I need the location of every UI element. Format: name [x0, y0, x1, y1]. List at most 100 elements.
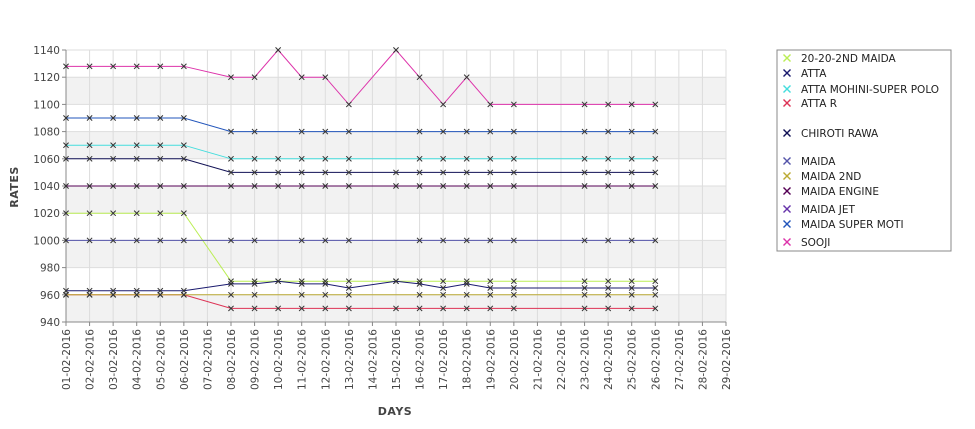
legend-box	[776, 49, 952, 252]
y-tick-label: 1060	[33, 154, 60, 166]
data-point-marker	[487, 278, 494, 285]
y-tick-label: 1000	[33, 235, 60, 247]
data-point-marker	[510, 285, 517, 291]
x-tick-label: 17-02-2016	[438, 329, 450, 390]
data-point-marker	[251, 128, 258, 135]
data-point-marker	[652, 285, 659, 291]
legend-label: MAIDA ENGINE	[801, 186, 879, 198]
legend-entry: MAIDA SUPER MOTI	[783, 219, 904, 231]
x-tick-label: 14-02-2016	[367, 329, 379, 390]
data-point-marker	[110, 291, 117, 298]
data-point-marker	[628, 169, 635, 176]
data-point-marker	[510, 169, 517, 176]
data-point-marker	[510, 101, 517, 108]
data-point-marker	[463, 280, 470, 287]
data-point-marker	[345, 128, 352, 135]
data-point-marker	[487, 237, 494, 244]
data-point-marker	[440, 305, 447, 312]
data-point-marker	[251, 237, 258, 244]
x-tick-label: 06-02-2016	[179, 329, 191, 390]
legend-entry: MAIDA JET	[783, 204, 855, 216]
data-point-marker	[322, 280, 329, 287]
x-tick-label: 25-02-2016	[627, 329, 639, 390]
data-point-marker	[416, 155, 423, 162]
x-tick-label: 18-02-2016	[462, 329, 474, 390]
data-point-marker	[628, 305, 635, 312]
series-line	[66, 280, 656, 292]
data-point-marker	[322, 169, 329, 176]
data-point-marker	[416, 183, 423, 189]
data-point-marker	[581, 285, 588, 291]
data-point-marker	[487, 305, 494, 312]
data-point-marker	[605, 305, 612, 312]
data-point-marker	[133, 291, 140, 298]
series-line	[66, 49, 656, 106]
data-point-marker	[463, 169, 470, 176]
data-point-marker	[416, 305, 423, 312]
data-point-marker	[463, 305, 470, 312]
legend: 20-20-2ND MAIDA ATTA ATTA MOHINI-SUPER POL…	[776, 49, 952, 252]
data-point-marker	[440, 278, 447, 285]
data-point-marker	[487, 101, 494, 108]
data-point-marker	[605, 291, 612, 298]
data-point-marker	[628, 278, 635, 285]
x-tick-label: 07-02-2016	[202, 329, 214, 390]
data-point-marker	[510, 278, 517, 285]
data-point-marker	[133, 183, 140, 189]
legend-label: MAIDA JET	[801, 204, 855, 216]
data-point-marker	[251, 155, 258, 162]
data-point-marker	[322, 74, 329, 81]
data-point-marker	[463, 183, 470, 189]
data-point-marker	[487, 155, 494, 162]
x-axis-ticks: 01-02-2016 02-02-2016 03-02-2016 04-02-2016…	[61, 322, 733, 390]
data-point-marker	[180, 210, 187, 217]
legend-label: 20-20-2ND MAIDA	[801, 53, 896, 65]
x-tick-label: 20-02-2016	[509, 329, 521, 390]
x-tick-label: 12-02-2016	[320, 329, 332, 390]
data-point-marker	[298, 291, 305, 298]
legend-label: CHIROTI RAWA	[801, 128, 879, 140]
data-point-marker	[628, 291, 635, 298]
data-point-marker	[605, 128, 612, 135]
x-tick-label: 16-02-2016	[415, 329, 427, 390]
legend-marker	[783, 129, 791, 137]
data-point-marker	[251, 169, 258, 176]
data-point-marker	[416, 169, 423, 176]
data-point-marker	[251, 280, 258, 287]
x-tick-label: 26-02-2016	[650, 329, 662, 390]
y-tick-label: 1120	[33, 72, 60, 84]
legend-marker	[783, 99, 791, 107]
data-point-marker	[228, 169, 234, 176]
data-point-marker	[228, 280, 234, 287]
legend-entry: SOOJI	[783, 237, 830, 249]
x-tick-label: 21-02-2016	[532, 329, 544, 390]
legend-marker	[783, 85, 791, 93]
data-point-marker	[180, 155, 187, 162]
data-point-marker	[581, 183, 588, 189]
data-point-marker	[345, 278, 352, 285]
data-point-marker	[345, 169, 352, 176]
x-tick-label: 08-02-2016	[226, 329, 238, 390]
data-point-marker	[440, 169, 447, 176]
data-point-marker	[63, 183, 69, 189]
data-point-marker	[345, 237, 352, 244]
data-point-marker	[157, 142, 164, 149]
x-tick-label: 27-02-2016	[674, 329, 686, 390]
data-point-marker	[510, 305, 517, 312]
data-point-marker	[275, 47, 282, 53]
data-point-marker	[63, 63, 69, 70]
series-line	[66, 212, 656, 282]
data-point-marker	[581, 237, 588, 244]
data-point-marker	[180, 237, 187, 244]
data-point-marker	[180, 291, 187, 298]
data-point-marker	[86, 210, 93, 217]
data-point-marker	[393, 183, 399, 189]
data-point-marker	[652, 291, 659, 298]
data-point-marker	[298, 305, 305, 312]
data-point-marker	[440, 183, 447, 189]
data-point-marker	[510, 155, 517, 162]
x-tick-label: 28-02-2016	[697, 329, 709, 390]
data-point-marker	[86, 183, 93, 189]
data-point-marker	[228, 305, 234, 312]
